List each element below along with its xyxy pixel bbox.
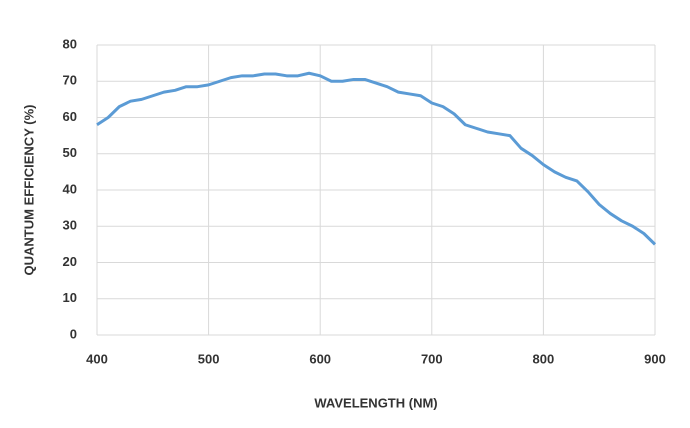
x-tick-label: 900 <box>644 351 666 366</box>
y-tick-label: 30 <box>63 218 77 233</box>
y-tick-label: 50 <box>63 145 77 160</box>
y-tick-label: 60 <box>63 109 77 124</box>
data-line <box>96 71 657 246</box>
y-tick-label: 0 <box>70 326 77 341</box>
x-tick-label: 400 <box>86 351 108 366</box>
y-tick-label: 40 <box>63 181 77 196</box>
y-tick-label: 70 <box>63 73 77 88</box>
x-tick-label: 800 <box>533 351 555 366</box>
y-tick-label: 10 <box>63 290 77 305</box>
y-tick-label: 80 <box>63 36 77 51</box>
x-tick-label: 600 <box>309 351 331 366</box>
y-tick-label: 20 <box>63 254 77 269</box>
x-tick-label: 500 <box>198 351 220 366</box>
x-tick-label: 700 <box>421 351 443 366</box>
x-axis-label: WAVELENGTH (NM) <box>314 395 437 410</box>
y-axis-label: QUANTUM EFFICIENCY (%) <box>21 105 36 276</box>
